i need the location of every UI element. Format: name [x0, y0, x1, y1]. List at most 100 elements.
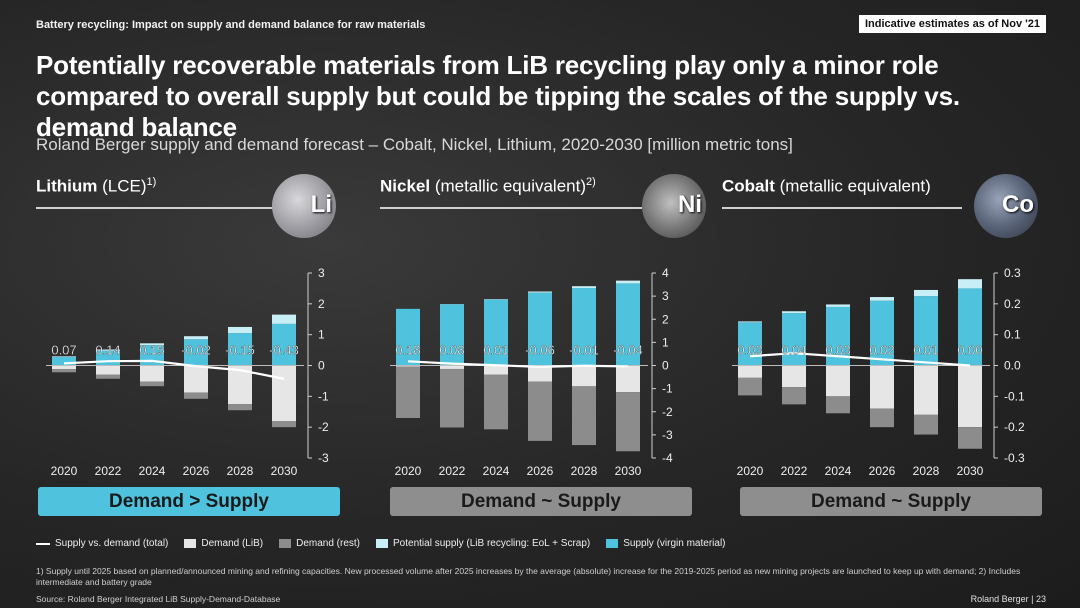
balance-data-label: 0.01	[913, 343, 938, 358]
bar-demand-rest	[272, 421, 296, 428]
lithium-heading-rule	[36, 207, 306, 209]
x-tick-label: 2028	[227, 464, 254, 478]
y-tick-label: 3	[662, 289, 669, 303]
bar-supply-virgin	[440, 304, 464, 366]
bar-demand-lib	[52, 365, 76, 370]
y-tick-label: 0.1	[1004, 328, 1021, 342]
balance-data-label: 0.04	[781, 343, 806, 358]
y-tick-label: 0.0	[1004, 359, 1021, 373]
bar-supply-recycling	[228, 326, 252, 334]
bar-supply-recycling	[914, 289, 938, 297]
legend-recycling: Potential supply (LiB recycling: EoL + S…	[376, 538, 590, 549]
nickel-heading: Nickel (metallic equivalent)2)	[380, 176, 596, 196]
y-tick-label: 0.2	[1004, 297, 1021, 311]
bar-supply-virgin	[52, 356, 76, 366]
bar-supply-recycling	[52, 356, 76, 357]
bar-supply-virgin	[914, 296, 938, 366]
y-tick-label: 1	[318, 328, 325, 342]
bar-supply-recycling	[140, 343, 164, 346]
cobalt-heading-rule	[722, 207, 962, 209]
bar-demand-rest	[440, 368, 464, 428]
bar-supply-virgin	[184, 339, 208, 366]
brand-footer: Roland Berger | 23	[970, 594, 1046, 604]
bar-demand-rest	[228, 404, 252, 411]
cobalt-heading: Cobalt (metallic equivalent)	[722, 176, 931, 196]
y-tick-label: 1	[662, 335, 669, 349]
bar-supply-virgin	[958, 288, 982, 366]
balance-data-label: -0.15	[225, 343, 255, 358]
balance-data-label: 0.18	[395, 343, 420, 358]
balance-data-label: 0.15	[139, 343, 164, 358]
y-tick-label: -2	[318, 420, 329, 434]
bar-supply-virgin	[616, 283, 640, 366]
legend: Supply vs. demand (total) Demand (LiB) D…	[36, 538, 742, 549]
legend-virgin: Supply (virgin material)	[606, 538, 726, 549]
cobalt-chart: 0.3 0.2 0.1 0.0 -0.1 -0.2 -0.3 2020 2022 2024 2026…	[732, 266, 1025, 478]
bar-demand-lib	[870, 365, 894, 409]
x-tick-label: 2022	[439, 464, 466, 478]
x-tick-label: 2024	[483, 464, 510, 478]
bar-supply-recycling	[272, 314, 296, 324]
page-number: 23	[1035, 594, 1046, 604]
bar-supply-recycling	[782, 311, 806, 314]
bar-demand-lib	[528, 365, 552, 382]
bar-supply-recycling	[738, 321, 762, 323]
bar-demand-rest	[52, 369, 76, 373]
bar-demand-rest	[528, 381, 552, 441]
bar-supply-virgin	[572, 288, 596, 366]
bar-demand-rest	[184, 392, 208, 399]
bar-demand-rest	[870, 408, 894, 428]
x-tick-label: 2026	[183, 464, 210, 478]
x-tick-label: 2028	[913, 464, 940, 478]
balance-data-label: 0.03	[825, 343, 850, 358]
bar-demand-rest	[484, 374, 508, 430]
bar-demand-lib	[96, 365, 120, 375]
y-tick-label: 0	[662, 359, 669, 373]
balance-data-label: -0.04	[613, 343, 643, 358]
lithium-element-image: Li	[272, 174, 336, 238]
y-tick-label: -0.1	[1004, 389, 1025, 403]
recycling-swatch	[376, 539, 388, 548]
bar-demand-rest	[572, 386, 596, 446]
bar-demand-lib	[738, 365, 762, 378]
y-tick-label: 2	[662, 312, 669, 326]
bar-demand-lib	[484, 365, 508, 375]
balance-line	[749, 352, 971, 367]
bar-demand-lib	[184, 365, 208, 393]
x-tick-label: 2020	[395, 464, 422, 478]
bar-supply-virgin	[228, 333, 252, 366]
bar-supply-recycling	[96, 349, 120, 351]
legend-demand-lib: Demand (LiB)	[184, 538, 263, 549]
bar-demand-lib	[958, 365, 982, 428]
bar-demand-rest	[616, 392, 640, 452]
bar-demand-lib	[782, 365, 806, 388]
bar-demand-lib	[826, 365, 850, 397]
bar-demand-rest	[738, 377, 762, 396]
nickel-status: Demand ~ Supply	[390, 487, 692, 516]
balance-data-label: 0.01	[483, 343, 508, 358]
y-tick-label: -3	[662, 428, 673, 442]
balance-data-label: -0.01	[569, 343, 599, 358]
bar-demand-rest	[396, 366, 420, 418]
bar-supply-recycling	[528, 291, 552, 293]
y-tick-label: 0	[318, 359, 325, 373]
bar-supply-recycling	[616, 280, 640, 284]
x-tick-label: 2026	[527, 464, 554, 478]
y-tick-label: -4	[662, 451, 673, 465]
balance-data-label: 0.03	[737, 343, 762, 358]
y-tick-label: 2	[318, 297, 325, 311]
balance-data-label: 0.08	[439, 343, 464, 358]
bar-demand-lib	[396, 365, 420, 367]
y-tick-label: 0.3	[1004, 266, 1021, 280]
estimate-badge: Indicative estimates as of Nov '21	[858, 15, 1046, 33]
bar-demand-lib	[572, 365, 596, 387]
x-tick-label: 2024	[825, 464, 852, 478]
y-tick-label: 3	[318, 266, 325, 280]
bar-supply-recycling	[870, 297, 894, 301]
bar-demand-rest	[958, 427, 982, 449]
bar-demand-rest	[914, 414, 938, 435]
x-tick-label: 2024	[139, 464, 166, 478]
y-tick-label: -0.2	[1004, 420, 1025, 434]
bar-demand-lib	[440, 365, 464, 369]
x-tick-label: 2020	[737, 464, 764, 478]
